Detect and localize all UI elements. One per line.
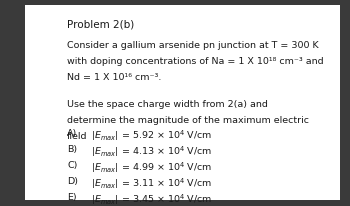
Text: D): D) bbox=[67, 176, 78, 185]
Text: Use the space charge width from 2(a) and: Use the space charge width from 2(a) and bbox=[67, 99, 268, 108]
Text: Consider a gallium arsenide pn junction at T = 300 K: Consider a gallium arsenide pn junction … bbox=[67, 41, 318, 50]
Text: with doping concentrations of Na = 1 X 10¹⁸ cm⁻³ and: with doping concentrations of Na = 1 X 1… bbox=[67, 57, 324, 66]
Text: C): C) bbox=[67, 160, 77, 169]
Text: $|E_{max}|$ = 3.11 $\times$ 10$^4$ V/cm: $|E_{max}|$ = 3.11 $\times$ 10$^4$ V/cm bbox=[91, 176, 212, 190]
Text: B): B) bbox=[67, 144, 77, 153]
Text: Problem 2(b): Problem 2(b) bbox=[67, 20, 134, 30]
Text: E): E) bbox=[67, 192, 77, 201]
Text: determine the magnitude of the maximum electric: determine the magnitude of the maximum e… bbox=[67, 115, 309, 124]
Text: $|E_{max}|$ = 4.13 $\times$ 10$^4$ V/cm: $|E_{max}|$ = 4.13 $\times$ 10$^4$ V/cm bbox=[91, 144, 212, 159]
Text: Nd = 1 X 10¹⁶ cm⁻³.: Nd = 1 X 10¹⁶ cm⁻³. bbox=[67, 73, 161, 82]
Text: $|E_{max}|$ = 3.45 $\times$ 10$^4$ V/cm: $|E_{max}|$ = 3.45 $\times$ 10$^4$ V/cm bbox=[91, 192, 212, 206]
Text: A): A) bbox=[67, 128, 77, 137]
Text: $|E_{max}|$ = 5.92 $\times$ 10$^4$ V/cm: $|E_{max}|$ = 5.92 $\times$ 10$^4$ V/cm bbox=[91, 128, 212, 143]
Text: field: field bbox=[67, 131, 88, 140]
Text: $|E_{max}|$ = 4.99 $\times$ 10$^4$ V/cm: $|E_{max}|$ = 4.99 $\times$ 10$^4$ V/cm bbox=[91, 160, 212, 174]
